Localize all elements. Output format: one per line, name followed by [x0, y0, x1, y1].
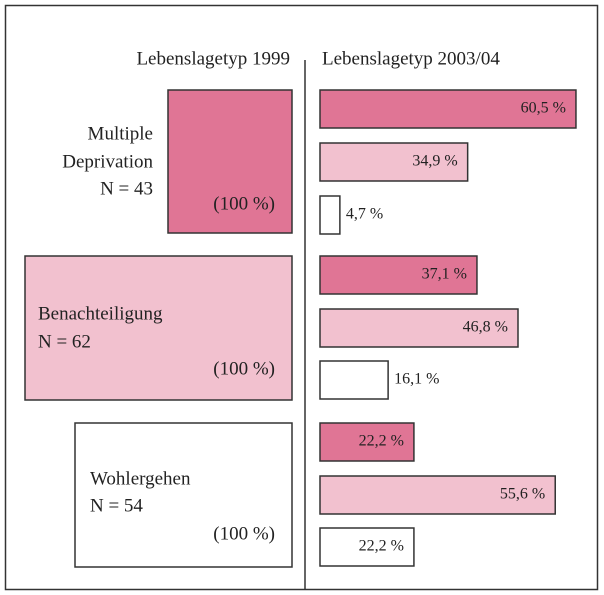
- group-label: Deprivation: [62, 151, 153, 172]
- value-label: 22,2 %: [359, 538, 404, 555]
- group-n: N = 43: [100, 178, 153, 199]
- value-label: 34,9 %: [412, 153, 457, 170]
- bar: [319, 360, 389, 400]
- group-label: Multiple: [88, 123, 153, 144]
- group-box: [74, 422, 293, 568]
- bar: [319, 308, 519, 348]
- group-share: (100 %): [213, 193, 275, 214]
- group-box: [167, 89, 293, 234]
- group-n: N = 62: [38, 331, 91, 352]
- bar: [319, 142, 469, 182]
- bar: [319, 527, 415, 567]
- bar: [319, 89, 577, 129]
- right-title: Lebenslagetyp 2003/04: [322, 48, 500, 69]
- value-label: 4,7 %: [346, 206, 383, 223]
- group-label: Benachteiligung: [38, 303, 163, 324]
- bar: [319, 475, 556, 515]
- left-title: Lebenslagetyp 1999: [136, 48, 290, 69]
- frame: [4, 4, 599, 591]
- value-label: 37,1 %: [422, 266, 467, 283]
- group-label: Wohlergehen: [90, 468, 191, 489]
- value-label: 55,6 %: [500, 486, 545, 503]
- value-label: 16,1 %: [394, 371, 439, 388]
- value-label: 46,8 %: [463, 319, 508, 336]
- group-share: (100 %): [213, 358, 275, 379]
- group-box: [24, 255, 293, 401]
- group-n: N = 54: [90, 495, 143, 516]
- bar: [319, 255, 478, 295]
- value-label: 60,5 %: [521, 100, 566, 117]
- bar: [319, 422, 415, 462]
- value-label: 22,2 %: [359, 433, 404, 450]
- group-share: (100 %): [213, 523, 275, 544]
- bar: [319, 195, 341, 235]
